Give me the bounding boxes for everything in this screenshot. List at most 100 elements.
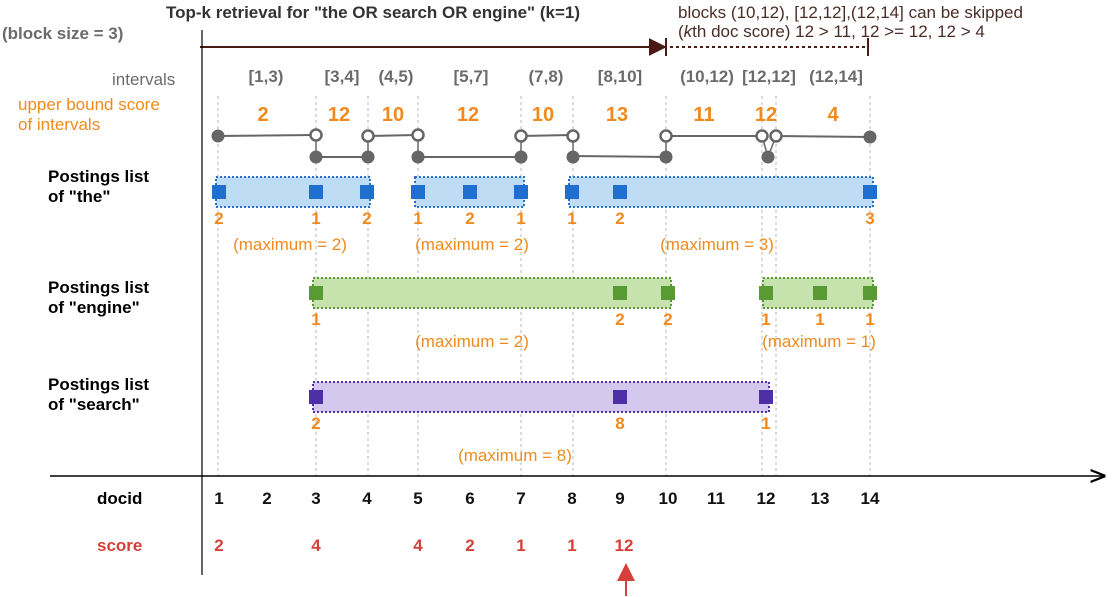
interval-upper-bound-3: 12 [457,104,479,126]
posting-entry-3 [411,185,425,199]
closed-bound-node-4 [514,150,528,164]
docid-6: 6 [465,489,474,508]
score-doc-1: 2 [214,536,223,555]
posting-tf-2: 1 [761,414,770,433]
chain-segment-5 [573,155,667,158]
open-bound-node-1 [361,129,375,143]
docid-2: 2 [262,489,271,508]
posting-entry-7 [613,185,627,199]
upper-bound-label-2: of intervals [18,115,100,134]
docid-label: docid [97,489,142,508]
block-maximum-2: (maximum = 3) [660,235,774,254]
open-bound-node-7 [769,129,783,143]
posting-entry-0 [309,286,323,300]
closed-bound-node-1 [309,150,323,164]
closed-bound-node-8 [863,130,877,144]
posting-entry-2 [661,286,675,300]
interval-upper-bound-8: 4 [827,104,839,126]
closed-bound-node-3 [411,150,425,164]
score-doc-5: 4 [413,536,423,555]
block-size-label: (block size = 3) [2,24,123,43]
diagram-title: Top-k retrieval for "the OR search OR en… [166,3,580,22]
closed-bound-node-6 [659,150,673,164]
posting-tf-0: 1 [311,310,320,329]
score-doc-7: 1 [516,536,525,555]
interval-upper-bound-2: 10 [382,104,404,126]
interval-upper-bound-4: 10 [532,104,554,126]
docid-4: 4 [362,489,372,508]
posting-entry-1 [613,286,627,300]
posting-tf-3: 1 [761,310,770,329]
posting-entry-4 [813,286,827,300]
chain-segment-4 [520,134,572,137]
docid-13: 13 [811,489,830,508]
closed-bound-node-7 [761,150,775,164]
score-doc-3: 4 [311,536,321,555]
posting-tf-8: 3 [865,209,874,228]
posting-tf-2: 2 [362,209,371,228]
posting-entry-4 [463,185,477,199]
docid-3: 3 [311,489,320,508]
interval-label-8: (12,14] [809,67,863,86]
interval-label-1: [3,4] [325,67,360,86]
posting-tf-3: 1 [413,209,422,228]
posting-tf-4: 1 [815,310,824,329]
posting-entry-1 [309,185,323,199]
posting-entry-8 [863,185,877,199]
posting-block-0 [215,176,371,208]
docid-ticks: 1 2 3 4 5 6 7 8 9 10 11 12 13 14 [214,489,880,508]
intervals-label: intervals [112,70,175,89]
posting-block-0 [312,381,770,413]
interval-upper-bound-6: 11 [693,104,714,126]
block-maximum-0: (maximum = 2) [415,332,529,351]
docid-10: 10 [659,489,678,508]
interval-upper-bound-7: 12 [755,104,777,126]
open-bound-node-2 [411,128,425,142]
closed-bound-node-0 [211,129,225,143]
score-doc-6: 2 [465,536,474,555]
docid-7: 7 [516,489,525,508]
doc-scores: 2 4 4 2 1 1 12 [214,536,633,555]
posting-entry-0 [212,185,226,199]
posting-tf-0: 2 [214,209,223,228]
chain-segment-7 [775,135,871,138]
open-bound-node-4 [566,129,580,143]
interval-label-3: [5,7] [454,67,489,86]
upper-bound-label-1: upper bound score [18,95,160,114]
open-bound-node-5 [659,129,673,143]
block-maximum-0: (maximum = 2) [233,235,347,254]
block-maximum-0: (maximum = 8) [458,446,572,465]
docid-1: 1 [214,489,223,508]
interval-label-7: [12,12] [742,67,796,86]
posting-tf-1: 8 [615,414,624,433]
posting-entry-0 [309,390,323,404]
posting-tf-6: 1 [567,209,576,228]
posting-tf-2: 2 [663,310,672,329]
postings-label-line2: of "engine" [48,298,140,317]
interval-upper-bound-1: 12 [328,104,350,126]
postings-label-line2: of "search" [48,395,140,414]
interval-label-4: (7,8) [529,67,564,86]
posting-entry-1 [613,390,627,404]
block-maximum-1: (maximum = 1) [762,332,876,351]
interval-upper-bound-0: 2 [257,104,268,126]
posting-tf-5: 1 [865,310,874,329]
skip-note-line2: (kth doc score) 12 > 11, 12 >= 12, 12 > … [678,22,985,41]
postings-label-line1: Postings list [48,278,149,297]
interval-label-2: (4,5) [379,67,414,86]
docid-8: 8 [567,489,576,508]
skip-note-line1: blocks (10,12), [12,12],(12,14] can be s… [678,3,1023,22]
posting-tf-0: 2 [311,414,320,433]
docid-9: 9 [615,489,624,508]
posting-tf-5: 1 [516,209,525,228]
posting-entry-2 [759,390,773,404]
closed-bound-node-5 [566,150,580,164]
docid-5: 5 [413,489,422,508]
posting-tf-4: 2 [465,209,474,228]
open-bound-node-6 [755,129,769,143]
